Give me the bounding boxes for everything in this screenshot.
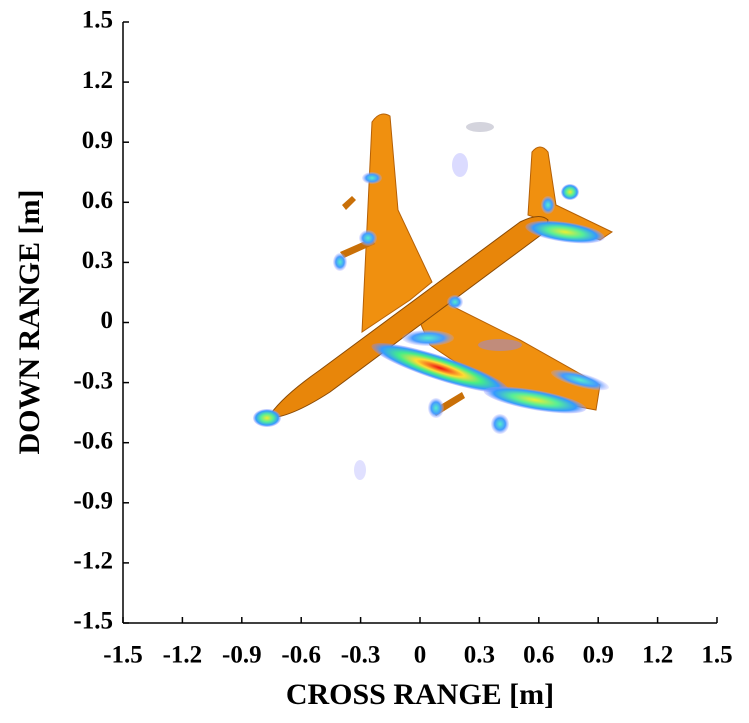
y-tick-label: -0.3 xyxy=(73,367,113,394)
blob xyxy=(428,398,444,418)
blob xyxy=(491,414,509,434)
blob xyxy=(253,409,281,427)
y-tick-label: -1.5 xyxy=(73,608,113,635)
x-axis-label: CROSS RANGE [m] xyxy=(286,678,554,711)
y-tick-label: -1.2 xyxy=(73,548,113,575)
blob xyxy=(359,230,377,246)
blob xyxy=(550,369,610,391)
x-tick-label: 0.3 xyxy=(464,642,495,669)
x-tick-label: 0.9 xyxy=(583,642,614,669)
blob xyxy=(362,172,382,184)
blob xyxy=(478,339,522,351)
y-tick-label: 0.9 xyxy=(82,127,113,154)
blob xyxy=(452,153,468,177)
x-tick-label: 0.6 xyxy=(523,642,554,669)
blob xyxy=(371,342,509,394)
x-tick-label: -0.6 xyxy=(281,642,321,669)
y-tick-label: 1.2 xyxy=(82,67,113,94)
blob xyxy=(561,184,579,200)
blob xyxy=(525,220,605,244)
y-tick-label: 1.5 xyxy=(82,7,113,34)
x-tick-label: -1.5 xyxy=(103,642,143,669)
blob xyxy=(354,460,366,480)
tail-fin xyxy=(527,146,614,241)
y-tick-label: -0.9 xyxy=(73,488,113,515)
y-axis-label: DOWN RANGE [m] xyxy=(13,190,46,455)
x-tick-label: 1.2 xyxy=(642,642,673,669)
y-tick-label: -0.6 xyxy=(73,427,113,454)
blob xyxy=(483,386,587,414)
blob xyxy=(447,295,463,309)
x-tick-label: -0.9 xyxy=(222,642,262,669)
radar-returns xyxy=(253,122,610,480)
x-tick-label: 1.5 xyxy=(701,642,732,669)
blob xyxy=(541,196,555,214)
blob xyxy=(402,330,454,346)
y-tick-label: 0 xyxy=(101,307,114,334)
x-tick-label: -0.3 xyxy=(341,642,381,669)
x-tick-label: -1.2 xyxy=(163,642,203,669)
left-wing xyxy=(361,113,433,333)
blob xyxy=(466,122,494,132)
y-tick-label: 0.6 xyxy=(82,187,113,214)
y-tick-label: 0.3 xyxy=(82,247,113,274)
airplane xyxy=(267,113,614,419)
fuselage xyxy=(267,216,549,419)
blob xyxy=(333,253,347,271)
x-tick-label: 0 xyxy=(414,642,427,669)
